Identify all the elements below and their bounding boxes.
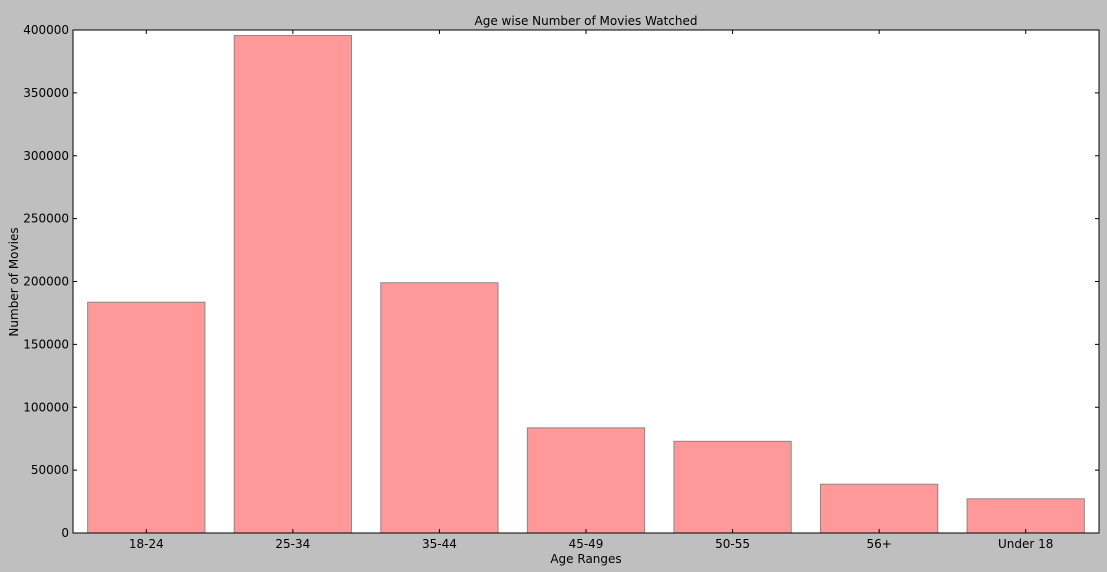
x-tick-label: 25-34 [275, 537, 310, 551]
y-axis-label: Number of Movies [7, 227, 21, 336]
y-ticks-group: 0 50000 100000 150000 200000 250000 300000 3500… [23, 23, 1099, 540]
bar-50-55 [673, 440, 792, 534]
y-tick-label: 300000 [23, 149, 69, 163]
x-tick-label: 35-44 [422, 537, 457, 551]
y-tick-label: 350000 [23, 86, 69, 100]
y-tick-label: 0 [61, 526, 69, 540]
bar-18-24 [87, 301, 206, 534]
x-tick-label: 50-55 [715, 537, 750, 551]
x-tick-label: 56+ [866, 537, 891, 551]
y-tick-label: 50000 [31, 463, 69, 477]
x-tick-label: Under 18 [998, 537, 1053, 551]
bar-35-44 [380, 282, 499, 534]
y-tick-label: 150000 [23, 337, 69, 351]
bar-under-18 [966, 498, 1085, 534]
x-axis-label: Age Ranges [550, 552, 621, 566]
bars-group [87, 35, 1085, 534]
plot-frame [72, 29, 1100, 534]
bar-56- [820, 483, 939, 534]
x-tick-label: 18-24 [129, 537, 164, 551]
bar-45-49 [526, 427, 646, 534]
y-tick-label: 250000 [23, 212, 69, 226]
y-tick-label: 200000 [23, 275, 69, 289]
bar-25-34 [233, 35, 352, 534]
x-tick-label: 45-49 [569, 537, 604, 551]
y-tick-label: 100000 [23, 400, 69, 414]
x-ticks-group: 18-24 25-34 35-44 45-49 50-55 56+ Under 18 [129, 30, 1053, 551]
y-tick-label: 400000 [23, 23, 69, 37]
chart-title: Age wise Number of Movies Watched [475, 14, 698, 28]
